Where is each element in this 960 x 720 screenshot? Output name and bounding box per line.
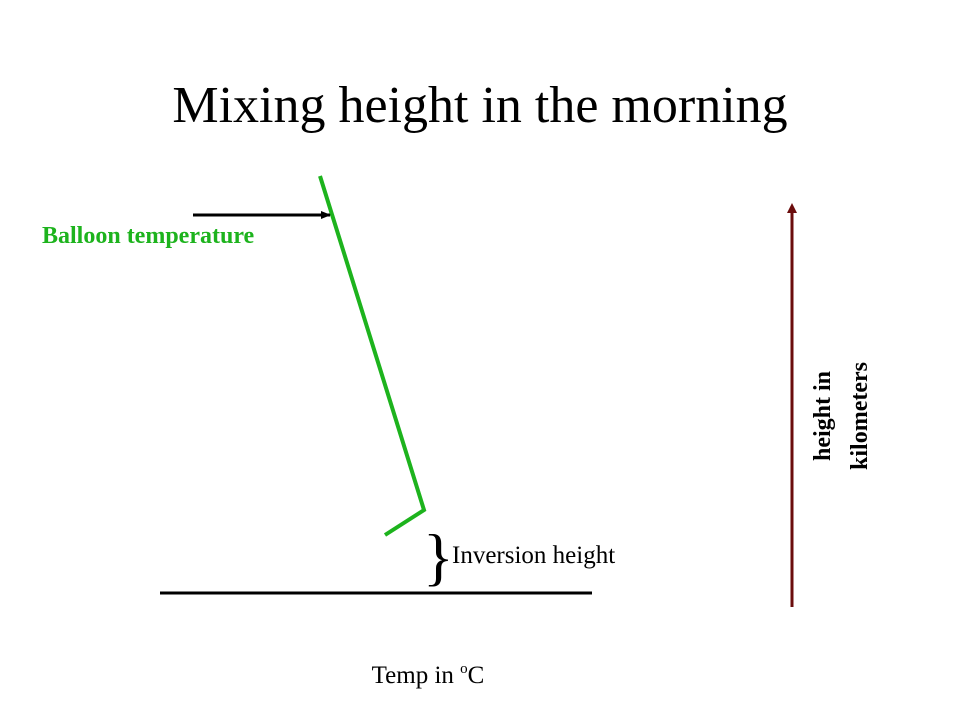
x-axis-label: Temp in oC: [372, 661, 485, 689]
brace: }: [423, 521, 454, 592]
balloon-label: Balloon temperature: [42, 223, 255, 249]
x-axis-label-unit: C: [468, 662, 485, 689]
x-axis-label-superscript: o: [460, 661, 468, 677]
y-axis-label-line1: height in: [810, 371, 836, 461]
temperature-profile: [318, 175, 427, 537]
slide-title: Mixing height in the morning: [172, 77, 787, 134]
x-axis-label-text: Temp in: [372, 662, 455, 689]
inversion-label: Inversion height: [452, 542, 615, 569]
y-axis-label-line2: kilometers: [847, 362, 873, 470]
